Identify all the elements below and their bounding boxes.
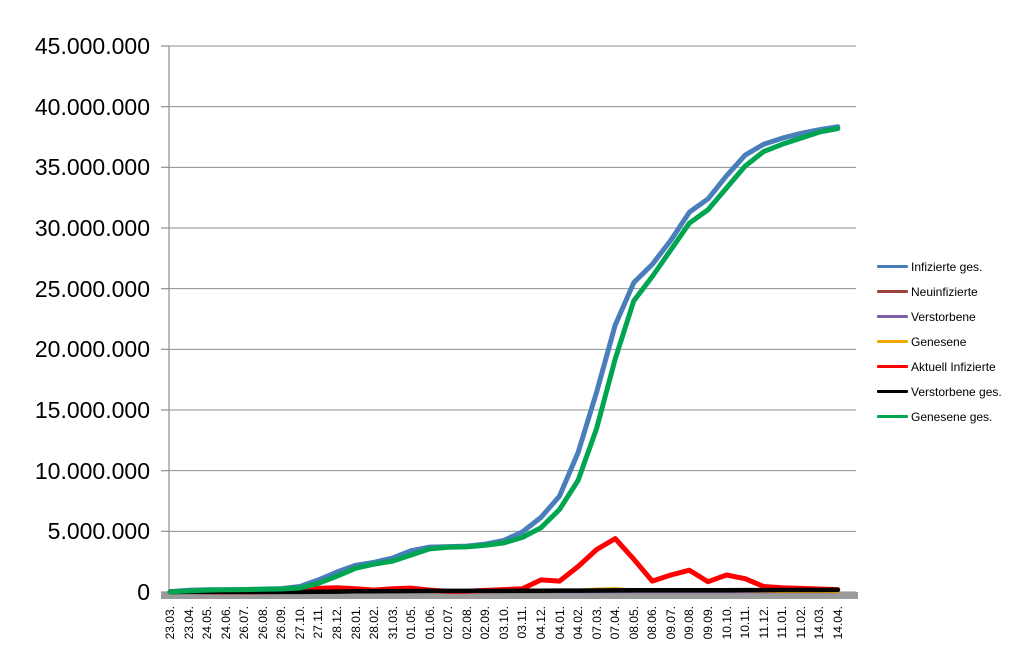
y-axis-label: 15.000.000 [34, 397, 150, 423]
x-axis-label: 03.10. [496, 606, 511, 640]
legend-label: Verstorbene ges. [911, 384, 1002, 399]
x-axis-label: 26.08. [255, 606, 270, 640]
x-axis-label: 28.02. [367, 606, 382, 640]
legend-line-sample [877, 265, 908, 268]
x-axis-label: 08.06. [645, 606, 660, 640]
y-axis-label: 25.000.000 [34, 275, 150, 302]
legend-item: Genesene ges. [877, 404, 1002, 429]
x-axis-label: 14.04. [830, 606, 845, 640]
y-axis-label: 30.000.000 [34, 215, 150, 241]
x-axis-label: 11.02. [793, 606, 808, 639]
x-axis-label: 11.01. [775, 606, 790, 639]
x-axis-label: 02.09. [478, 606, 493, 640]
legend-item: Aktuell Infizierte [877, 354, 1002, 379]
x-axis-label: 26.07. [237, 606, 252, 640]
y-axis-label: 20.000.000 [34, 336, 150, 363]
legend-label: Genesene ges. [911, 409, 993, 424]
x-axis-label: 14.03. [812, 606, 827, 640]
legend-line-sample [877, 290, 908, 293]
x-axis-label: 04.12. [534, 606, 548, 640]
legend-label: Neuinfizierte [911, 284, 978, 299]
x-axis-label: 10.11. [738, 606, 753, 639]
x-axis-label: 24.05. [200, 606, 215, 640]
x-axis-label: 23.03. [163, 606, 177, 640]
x-axis-label: 24.06. [218, 606, 233, 640]
x-axis-label: 23.04. [181, 606, 196, 640]
series-line-6 [167, 587, 841, 595]
x-axis-label: 09.09. [700, 606, 715, 640]
x-axis-label: 27.11. [311, 606, 326, 639]
legend-label: Infizierte ges. [911, 259, 983, 274]
y-axis-label: 40.000.000 [34, 93, 150, 120]
x-axis-label: 02.08. [459, 606, 474, 640]
x-axis-label: 04.02. [571, 606, 586, 640]
x-axis-label: 04.01. [552, 606, 567, 640]
legend-label: Aktuell Infizierte [911, 359, 996, 374]
x-axis-label: 01.05. [404, 606, 419, 640]
x-axis-label: 10.10. [719, 606, 734, 640]
legend-item: Verstorbene ges. [877, 379, 1002, 404]
legend-line-sample [877, 365, 908, 368]
x-axis-label: 09.07. [663, 606, 678, 640]
x-axis-label: 03.11. [515, 606, 530, 639]
y-axis-label: 5.000.000 [47, 518, 150, 545]
x-axis-label: 07.04. [608, 606, 623, 640]
x-axis-label: 01.06. [422, 606, 437, 640]
y-axis-label: 45.000.000 [34, 33, 150, 59]
x-axis-label: 11.12. [756, 606, 771, 639]
series-line-7 [167, 126, 841, 595]
x-axis-label: 07.03. [589, 606, 604, 640]
legend-line-sample [877, 315, 908, 318]
legend: Infizierte ges. Neuinfizierte Verstorbene G… [877, 254, 1002, 429]
y-axis-label: 10.000.000 [34, 457, 150, 484]
x-axis-bar [161, 592, 858, 599]
legend-line-sample [877, 390, 908, 393]
x-axis-label: 26.09. [274, 606, 289, 640]
x-axis-label: 08.05. [626, 606, 641, 640]
legend-label: Verstorbene [911, 309, 976, 324]
x-axis-label: 09.08. [682, 606, 697, 640]
series-line-1 [167, 124, 841, 595]
legend-line-sample [877, 340, 908, 343]
x-axis-label: 28.12. [329, 606, 344, 640]
y-axis-label: 0 [137, 579, 150, 605]
legend-item: Genesene [877, 329, 1002, 354]
x-axis-label: 02.07. [441, 606, 456, 640]
y-axis-label: 35.000.000 [34, 154, 150, 181]
legend-line-sample [877, 415, 908, 418]
x-axis-label: 28.01. [348, 606, 363, 640]
legend-item: Neuinfizierte [877, 279, 1002, 304]
x-axis-label: 31.03. [385, 606, 400, 640]
series-line-5 [167, 536, 841, 595]
legend-item: Verstorbene [877, 304, 1002, 329]
legend-item: Infizierte ges. [877, 254, 1002, 279]
legend-label: Genesene [911, 334, 967, 349]
x-axis-label: 27.10. [292, 606, 307, 640]
